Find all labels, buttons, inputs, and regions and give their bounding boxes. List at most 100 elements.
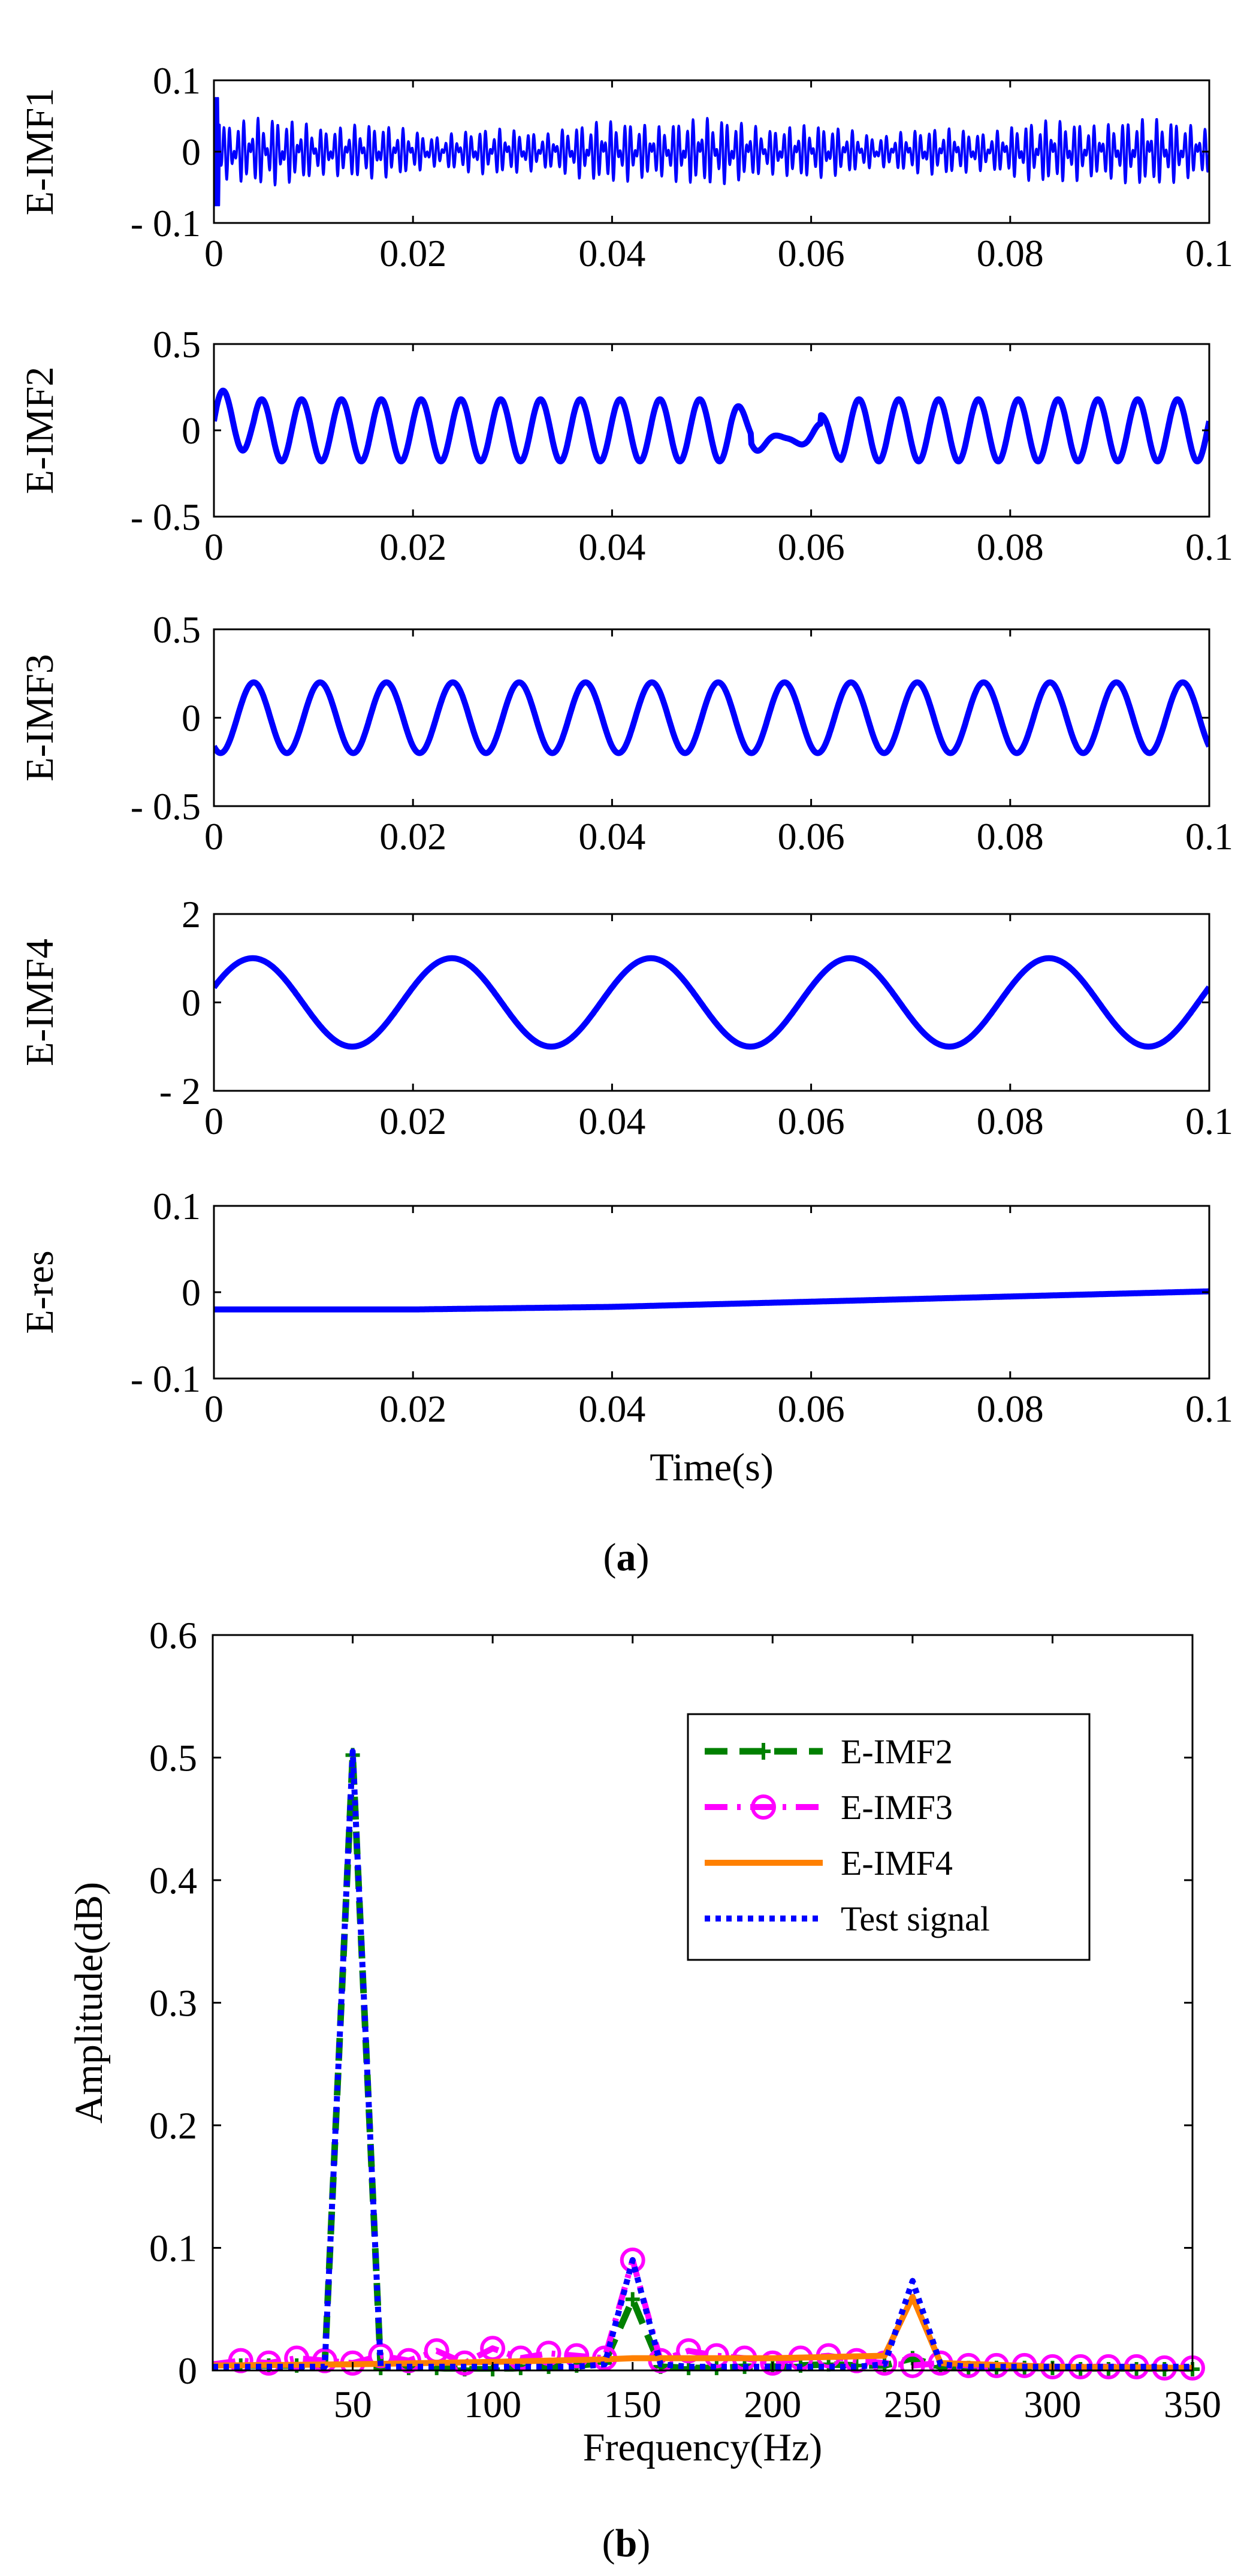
x-tick-label: 0.08 [977,526,1044,568]
y-tick-label: 0.1 [153,1185,201,1227]
x-tick-label: 0.04 [578,815,645,858]
series-line-E-IMF2 [214,387,1209,464]
x-tick-label: 300 [1023,2383,1081,2426]
legend-label-E-IMF2: E-IMF2 [841,1732,953,1771]
x-tick-label: 0.02 [379,1387,446,1430]
x-axis-label: Frequency(Hz) [583,2426,822,2469]
y-axis-label: Amplitude(dB) [67,1882,111,2123]
panel-3: 0 0.02 0.04 0.06 0.08 0.1- 0.500.5E-IMF3 [18,608,1233,858]
legend-label-E-IMF4: E-IMF4 [841,1844,953,1883]
y-tick-label: - 0.1 [131,1358,201,1400]
y-tick-label: 0.2 [149,2104,197,2147]
marker-E-IMF3 [284,2345,310,2371]
x-tick-label: 0.02 [379,526,446,568]
caption-a-letter: a [617,1536,636,1579]
x-tick-label: 0 [204,1387,224,1430]
y-tick-label: 0.4 [149,1859,197,1902]
x-tick-label: 250 [884,2383,941,2426]
x-tick-label: 0.04 [578,1100,645,1142]
y-tick-label: 0.3 [149,1982,197,2025]
x-tick-label: 0 [204,1100,224,1142]
spectrum-line-Test signal [213,1748,1192,2370]
x-tick-label: 0.02 [379,815,446,858]
y-tick-label: 2 [182,893,201,936]
x-tick-label: 0.1 [1185,526,1233,568]
marker-E-IMF3 [844,2348,869,2373]
x-tick-label: 100 [464,2383,521,2426]
caption-a: (a) [603,1536,650,1579]
panel-1: 0 0.02 0.04 0.06 0.08 0.1- 0.100.1E-IMF1 [18,59,1233,275]
plot-frame [213,628,1210,807]
x-tick-label: 0.06 [778,815,845,858]
x-tick-label: 0.1 [1185,1100,1233,1142]
y-tick-label: - 2 [159,1070,201,1112]
y-tick-label: 0.1 [149,2227,197,2270]
x-tick-label: 0.08 [977,1100,1044,1142]
x-tick-label: 0.06 [778,232,845,275]
legend-marker-E-IMF3 [751,1794,776,1820]
y-axis-label: E-IMF4 [18,939,62,1066]
y-tick-label: 0 [182,1271,201,1314]
series-line-E-IMF3 [214,679,1209,756]
caption-b: (b) [602,2521,651,2565]
marker-E-IMF3 [228,2348,253,2373]
plot-frame [213,913,1210,1092]
series-line-E-IMF4 [214,955,1209,1050]
legend-label-E-IMF3: E-IMF3 [841,1788,953,1827]
marker-E-IMF3 [564,2343,590,2369]
marker-E-IMF3 [676,2338,702,2364]
y-tick-label: - 0.5 [131,496,201,538]
marker-E-IMF3 [899,2352,925,2378]
y-tick-label: 0.1 [153,59,201,102]
y-tick-label: 0 [182,409,201,452]
legend-marker-E-IMF2 [756,1743,771,1760]
y-axis-label: E-res [18,1250,62,1334]
marker-E-IMF3 [312,2348,337,2373]
series-line-E-IMF1 [214,96,1209,207]
y-tick-label: 0 [182,982,201,1024]
y-tick-label: - 0.5 [131,785,201,828]
x-tick-label: 0.08 [977,815,1044,858]
legend: E-IMF2 E-IMF3 E-IMF4 Test signal [687,1713,1091,1961]
x-tick-label: 0.06 [778,526,845,568]
x-tick-label: 200 [744,2383,801,2426]
y-tick-label: 0 [182,131,201,173]
y-axis-label: E-IMF2 [18,367,62,494]
y-tick-label: 0.5 [149,1737,197,1779]
y-tick-label: 0 [178,2349,197,2392]
y-tick-label: 0.5 [153,608,201,651]
x-axis-label: Time(s) [650,1446,774,1489]
x-tick-label: 150 [604,2383,662,2426]
y-axis-label: E-IMF1 [18,88,62,216]
marker-E-IMF3 [760,2350,786,2376]
x-tick-label: 0.02 [379,232,446,275]
x-tick-label: 0.1 [1185,815,1233,858]
legend-label-Test signal: Test signal [841,1899,990,1938]
spectrum-line-E-IMF3 [212,2257,1192,2371]
y-axis-label: E-IMF3 [18,654,62,782]
x-tick-label: 0.04 [578,526,645,568]
x-tick-label: 0.02 [379,1100,446,1142]
marker-E-IMF2 [625,2292,640,2307]
panel-2: 0 0.02 0.04 0.06 0.08 0.1- 0.500.5E-IMF2 [18,323,1233,568]
x-tick-label: 0 [204,526,224,568]
x-tick-label: 0.1 [1185,1387,1233,1430]
y-tick-label: 0.5 [153,323,201,366]
y-tick-label: - 0.1 [131,202,201,245]
x-tick-label: 0.04 [578,232,645,275]
panel-5: 0 0.02 0.04 0.06 0.08 0.1- 0.100.1E-resTime(s… [18,1185,1233,1489]
series-line-E-res [214,1288,1209,1313]
x-tick-label: 0.04 [578,1387,645,1430]
x-tick-label: 0.06 [778,1100,845,1142]
y-tick-label: 0.6 [149,1614,197,1657]
x-tick-label: 0.08 [977,1387,1044,1430]
x-tick-label: 0.1 [1185,232,1233,275]
x-tick-label: 50 [334,2383,372,2426]
x-tick-label: 0.06 [778,1387,845,1430]
spectrum-panel: 50 100 150 200 250 300 350 0 0.1 0.2 0.3 0.4 0.5 0.6 F… [67,1614,1221,2469]
legend-box [687,1713,1091,1961]
x-tick-label: 350 [1164,2383,1221,2426]
x-tick-label: 0.08 [977,232,1044,275]
